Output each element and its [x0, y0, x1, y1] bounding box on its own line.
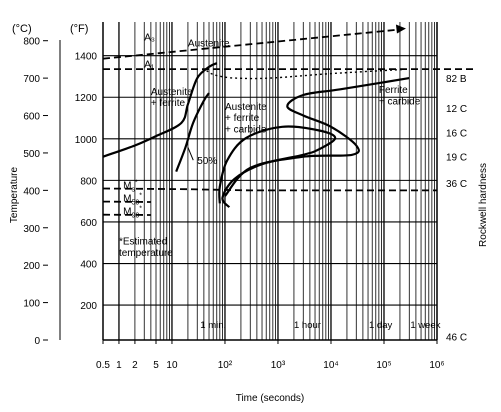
annotation-label: 50%: [197, 156, 217, 167]
celsius-tick-label: 0: [34, 336, 40, 347]
celsius-tick-label: 100: [23, 299, 40, 310]
celsius-tick-label: 600: [23, 112, 40, 123]
y-axis-label-left: Temperature: [9, 166, 20, 223]
fahrenheit-tick-label: 200: [80, 301, 97, 312]
hardness-tick-label: 19 C: [446, 153, 467, 164]
annotation-label: + ferrite: [225, 113, 260, 124]
annotation-label: Austenite: [188, 38, 230, 49]
celsius-tick-label: 200: [23, 261, 40, 272]
grid-layer: [102, 22, 437, 340]
x-tick-label: 2: [132, 360, 138, 371]
hardness-tick-label: 46 C: [446, 332, 467, 343]
x-tick-label: 10³: [271, 360, 286, 371]
annotation-label: + ferrite: [151, 98, 186, 109]
unit-fahrenheit: (°F): [70, 23, 88, 35]
annotation-label: Ms*: [123, 179, 138, 193]
time-marker-label: 1 week: [410, 320, 440, 331]
time-marker-label: 1 day: [369, 320, 392, 331]
50-percent-leader-line: [187, 147, 194, 161]
annotation-label: *Estimated: [119, 237, 167, 248]
celsius-tick-label: 700: [23, 74, 40, 85]
annotation-label: A₁: [144, 60, 155, 71]
annotation-label: Austenite: [225, 102, 267, 113]
x-tick-label: 5: [153, 360, 159, 371]
annotation-label: temperature: [119, 248, 173, 259]
text-layer: 0.5 1 2 5 10 10² 10³ 10⁴ 10⁵ 10⁶ 0 100 200 300 400 500 6…: [23, 33, 467, 371]
hardness-tick-label: 16 C: [446, 128, 467, 139]
annotation-label: M50*: [123, 193, 142, 207]
transformation-start-curve: [218, 125, 337, 208]
x-tick-label: 1: [116, 360, 122, 371]
annotation-label: Ferrite: [379, 85, 408, 96]
50-curve: [175, 92, 210, 172]
x-tick-label: 10⁴: [323, 360, 338, 371]
x-tick-label: 10⁶: [429, 360, 444, 371]
x-tick-label: 0.5: [96, 360, 110, 371]
fahrenheit-tick-label: 800: [80, 176, 97, 187]
a3-line: [102, 28, 400, 60]
celsius-tick-label: 300: [23, 224, 40, 235]
time-marker-label: 1 min.: [200, 320, 226, 331]
celsius-tick-label: 400: [23, 186, 40, 197]
hardness-tick-label: 82 B: [446, 74, 467, 85]
fahrenheit-tick-label: 1000: [75, 135, 98, 146]
pearlite-start-curve: [206, 68, 410, 80]
annotation-label: + carbide: [225, 124, 267, 135]
celsius-tick-label: 800: [23, 37, 40, 48]
hardness-tick-label: 12 C: [446, 104, 467, 115]
ferrite-start-curve: [102, 62, 218, 158]
fahrenheit-tick-label: 1200: [75, 93, 98, 104]
time-marker-label: 1 hour: [294, 320, 321, 331]
annotation-label: A₃: [144, 33, 155, 44]
fahrenheit-tick-label: 600: [80, 218, 97, 229]
plot-frame: [43, 22, 438, 344]
celsius-tick-label: 500: [23, 149, 40, 160]
y-axis-label-right: Rockwell hardness: [478, 163, 489, 247]
x-tick-label: 10: [166, 360, 178, 371]
x-tick-label: 10²: [218, 360, 233, 371]
transformation-finish-curve: [224, 77, 410, 197]
annotation-label: + carbide: [379, 96, 421, 107]
unit-celsius: (°C): [12, 23, 32, 35]
x-axis-label: Time (seconds): [236, 393, 305, 404]
curve-layer: [102, 24, 475, 216]
x-tick-label: 10⁵: [376, 360, 391, 371]
annotation-label: Austenite: [151, 87, 193, 98]
annotation-label: M90*: [123, 206, 142, 220]
fahrenheit-tick-label: 1400: [75, 52, 98, 63]
fahrenheit-tick-label: 400: [80, 260, 97, 271]
a3-arrow-head: [395, 24, 406, 34]
hardness-tick-label: 36 C: [446, 179, 467, 190]
